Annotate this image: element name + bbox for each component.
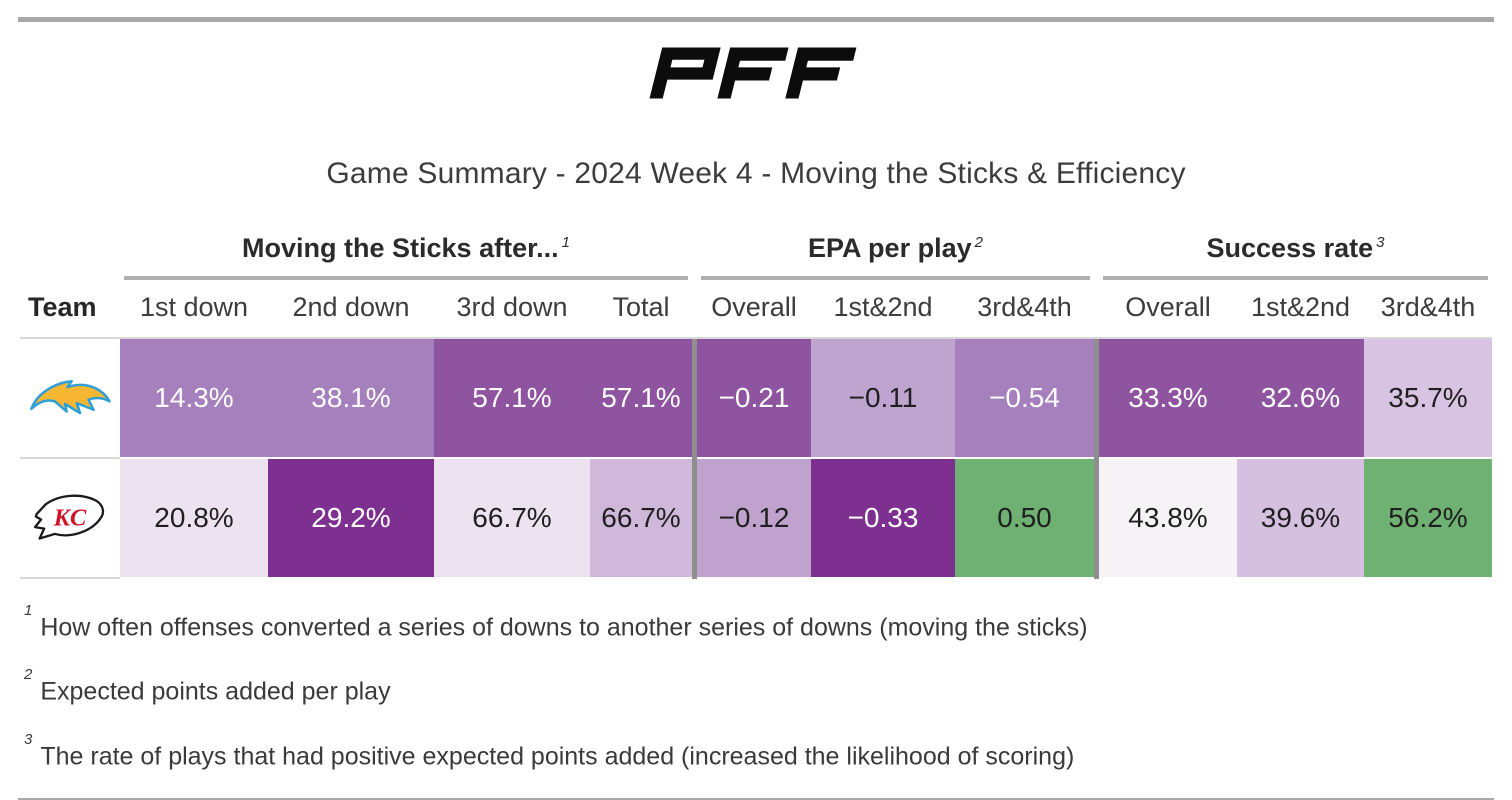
data-cell: 35.7% bbox=[1364, 339, 1492, 457]
team-cell-chiefs: KC bbox=[20, 459, 120, 579]
footnote-ref-1: 1 bbox=[561, 234, 570, 251]
pff-logo bbox=[649, 44, 864, 107]
data-cell: 14.3% bbox=[120, 339, 268, 457]
col-header-epa-1st-2nd: 1st&2nd bbox=[811, 280, 955, 339]
col-header-epa-3rd-4th: 3rd&4th bbox=[955, 280, 1094, 339]
footnote-3-ref: 3 bbox=[24, 730, 33, 748]
data-cell: −0.12 bbox=[697, 459, 811, 577]
col-header-2nd-down: 2nd down bbox=[268, 280, 434, 339]
svg-text:KC: KC bbox=[53, 505, 87, 532]
col-header-team: Team bbox=[20, 280, 120, 339]
col-header-3rd-down: 3rd down bbox=[434, 280, 590, 339]
data-cell: 20.8% bbox=[120, 459, 268, 577]
data-cell: 43.8% bbox=[1099, 459, 1237, 577]
data-cell: 33.3% bbox=[1099, 339, 1237, 457]
data-cell: 38.1% bbox=[268, 339, 434, 457]
data-cell: 66.7% bbox=[434, 459, 590, 577]
data-cell: 32.6% bbox=[1237, 339, 1364, 457]
footnote-1: 1 How often offenses converted a series o… bbox=[24, 602, 1512, 644]
col-header-sr-overall: Overall bbox=[1099, 280, 1237, 339]
page-title: Game Summary - 2024 Week 4 - Moving the … bbox=[326, 157, 1186, 190]
group-separator bbox=[1094, 459, 1099, 579]
footnote-3: 3 The rate of plays that had positive exp… bbox=[24, 730, 1512, 773]
chargers-bolt-icon bbox=[30, 379, 111, 415]
data-cell: −0.21 bbox=[697, 339, 811, 457]
pff-logo-icon bbox=[649, 47, 856, 99]
chiefs-arrowhead-icon: KC bbox=[33, 494, 105, 540]
data-cell: −0.11 bbox=[811, 339, 955, 457]
data-cell: 0.50 bbox=[955, 459, 1094, 577]
data-cell: −0.33 bbox=[811, 459, 955, 577]
footnote-1-text: How often offenses converted a series of… bbox=[40, 613, 1088, 642]
data-cell: 29.2% bbox=[268, 459, 434, 577]
data-cell: −0.54 bbox=[955, 339, 1094, 457]
group-label: Success rate bbox=[1206, 233, 1374, 263]
col-header-1st-down: 1st down bbox=[120, 280, 268, 339]
stats-table: Moving the Sticks after... 1 EPA per play… bbox=[20, 225, 1492, 579]
group-label: EPA per play bbox=[808, 233, 972, 263]
group-label: Moving the Sticks after... bbox=[242, 233, 559, 263]
bottom-divider bbox=[18, 797, 1494, 800]
team-cell-chargers bbox=[20, 339, 120, 459]
footnote-2-text: Expected points added per play bbox=[40, 677, 391, 706]
top-divider bbox=[18, 17, 1494, 22]
data-cell: 39.6% bbox=[1237, 459, 1364, 577]
col-header-sr-3rd-4th: 3rd&4th bbox=[1364, 280, 1492, 339]
footnote-2-ref: 2 bbox=[24, 666, 33, 684]
group-separator bbox=[692, 459, 697, 579]
group-separator-spacer bbox=[1094, 225, 1099, 280]
data-cell: 56.2% bbox=[1364, 459, 1492, 577]
group-separator bbox=[1094, 339, 1099, 459]
col-header-spacer bbox=[1094, 280, 1099, 339]
footnote-3-text: The rate of plays that had positive expe… bbox=[40, 741, 1075, 770]
col-header-epa-overall: Overall bbox=[697, 280, 811, 339]
col-header-total: Total bbox=[590, 280, 692, 339]
group-header-success-rate: Success rate 3 bbox=[1103, 225, 1488, 280]
data-cell: 66.7% bbox=[590, 459, 692, 577]
footnotes: 1 How often offenses converted a series o… bbox=[24, 602, 1512, 773]
col-header-spacer bbox=[692, 280, 697, 339]
footnote-ref-2: 2 bbox=[974, 234, 983, 251]
data-cell: 57.1% bbox=[590, 339, 692, 457]
footnote-2: 2 Expected points added per play bbox=[24, 666, 1512, 708]
footnote-1-ref: 1 bbox=[24, 602, 33, 619]
footnote-ref-3: 3 bbox=[1376, 234, 1385, 251]
group-separator bbox=[692, 339, 697, 459]
group-header-moving-the-sticks: Moving the Sticks after... 1 bbox=[124, 225, 688, 280]
group-separator-spacer bbox=[692, 225, 697, 280]
group-header-epa-per-play: EPA per play 2 bbox=[701, 225, 1090, 280]
data-cell: 57.1% bbox=[434, 339, 590, 457]
col-header-sr-1st-2nd: 1st&2nd bbox=[1237, 280, 1364, 339]
group-header-spacer bbox=[20, 225, 120, 280]
